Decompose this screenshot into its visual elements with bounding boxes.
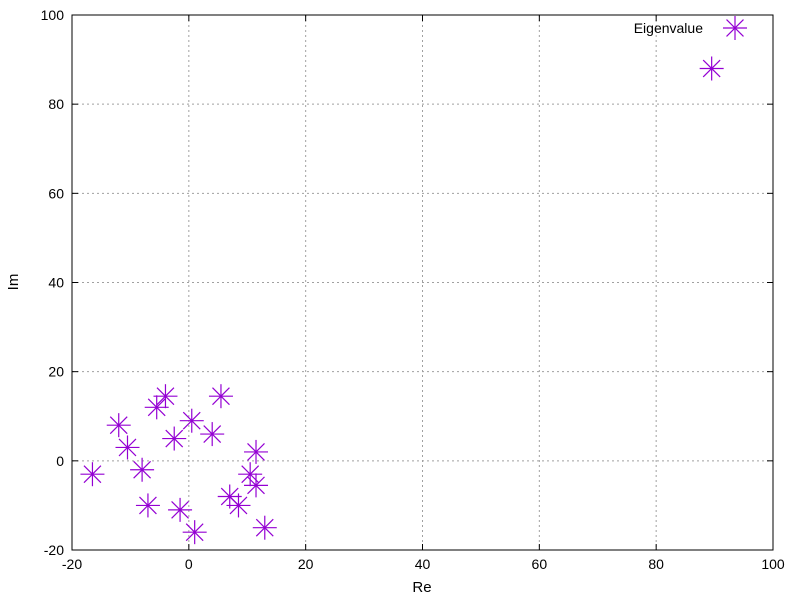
eigenvalue-point: [238, 462, 263, 487]
y-tick-label: 60: [48, 185, 64, 201]
eigenvalue-point: [252, 515, 277, 540]
x-tick-label: -20: [62, 556, 82, 572]
eigenvalue-point: [182, 520, 207, 545]
axis-ticks: -20 0 20 40 60 80 100 -20 0 20 40 60 80 100: [41, 7, 785, 572]
eigenvalue-point: [244, 439, 269, 464]
y-tick-label: 40: [48, 275, 64, 291]
x-tick-label: 80: [648, 556, 664, 572]
legend-asterisk-icon: [723, 16, 747, 40]
grid-lines: [72, 15, 773, 550]
y-axis-label: Im: [5, 274, 22, 291]
x-tick-label: 100: [761, 556, 785, 572]
eigenvalue-point: [130, 457, 155, 482]
eigenvalue-point: [226, 493, 251, 518]
x-tick-label: 60: [532, 556, 548, 572]
eigenvalue-point: [106, 413, 131, 438]
legend-marker-icon: [723, 16, 747, 40]
x-tick-label: 20: [298, 556, 314, 572]
y-tick-label: 100: [41, 7, 65, 23]
x-tick-label: 0: [185, 556, 193, 572]
eigenvalue-point: [200, 422, 225, 447]
legend-label: Eigenvalue: [634, 20, 703, 36]
eigenvalue-point: [179, 408, 204, 433]
eigenvalue-point: [144, 395, 169, 420]
eigenvalue-point: [244, 473, 269, 498]
y-tick-label: 80: [48, 96, 64, 112]
eigenvalue-point: [153, 384, 178, 409]
eigenvalue-point: [135, 493, 160, 518]
legend: Eigenvalue: [634, 16, 747, 40]
y-tick-label: 0: [56, 453, 64, 469]
eigenvalue-point: [699, 56, 724, 81]
eigenvalue-point: [115, 435, 140, 460]
data-points: [80, 56, 724, 545]
x-axis-label: Re: [412, 579, 431, 596]
eigenvalue-point: [162, 426, 187, 451]
eigenvalue-point: [168, 497, 193, 522]
y-tick-label: -20: [44, 542, 64, 558]
eigenvalue-point: [80, 462, 105, 487]
eigenvalue-point: [208, 384, 233, 409]
y-tick-label: 20: [48, 364, 64, 380]
x-tick-label: 40: [415, 556, 431, 572]
